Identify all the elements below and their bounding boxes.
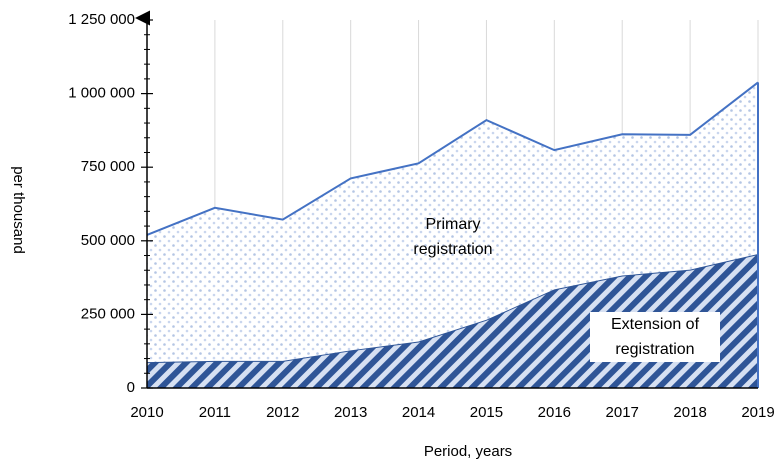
x-axis-label: Period, years <box>424 443 512 460</box>
x-tick-label: 2017 <box>606 404 639 421</box>
y-tick-label: 1 000 000 <box>68 85 135 102</box>
x-tick-label: 2019 <box>741 404 774 421</box>
area-label: Primary registration <box>413 216 493 258</box>
y-tick-label: 500 000 <box>81 232 135 249</box>
area-label: Extension of registration <box>590 312 720 362</box>
x-tick-label: 2012 <box>266 404 299 421</box>
x-tick-label: 2011 <box>199 404 231 421</box>
area <box>147 82 758 363</box>
y-tick-label: 250 000 <box>81 305 135 322</box>
y-tick-label: 750 000 <box>81 158 135 175</box>
x-tick-label: 2014 <box>402 404 435 421</box>
x-tick-label: 2016 <box>538 404 571 421</box>
x-tick-label: 2013 <box>334 404 367 421</box>
y-tick-label: 1 250 000 <box>68 11 135 28</box>
y-axis-label: per thousand <box>10 166 27 254</box>
x-tick-label: 2015 <box>470 404 503 421</box>
x-tick-label: 2010 <box>130 404 163 421</box>
x-tick-label: 2018 <box>673 404 706 421</box>
series-line <box>146 81 759 236</box>
y-tick-label: 0 <box>127 379 135 396</box>
